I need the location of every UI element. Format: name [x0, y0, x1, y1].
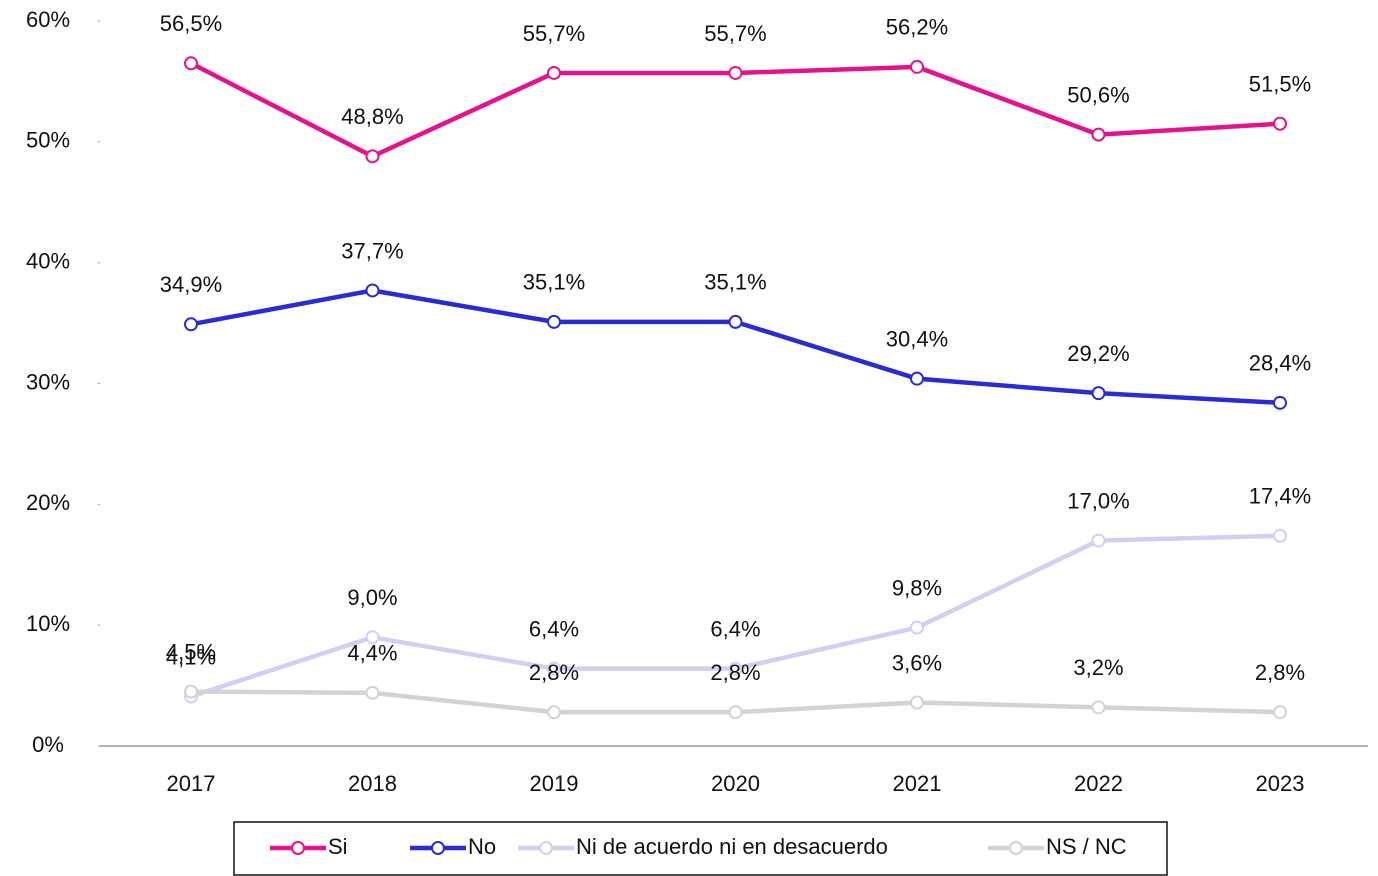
- data-label: 28,4%: [1249, 351, 1311, 376]
- data-point: [728, 65, 743, 80]
- data-point: [1091, 386, 1106, 401]
- data-label: 34,9%: [160, 272, 222, 297]
- data-point: [547, 661, 561, 676]
- x-tick-label: 2023: [1256, 771, 1305, 796]
- x-tick-label: 2017: [167, 771, 216, 796]
- data-point: [910, 620, 924, 635]
- data-label: 4,4%: [347, 641, 397, 666]
- data-label: 17,4%: [1249, 484, 1311, 509]
- data-label: 3,2%: [1073, 655, 1123, 680]
- data-label: 55,7%: [704, 21, 766, 46]
- data-label: 6,4%: [529, 616, 579, 641]
- legend-marker: [291, 841, 305, 855]
- legend-label: NS / NC: [1046, 834, 1127, 859]
- data-label: 35,1%: [704, 270, 766, 295]
- data-label: 4,5%: [166, 639, 216, 664]
- data-point: [184, 317, 198, 332]
- data-point: [547, 65, 561, 80]
- data-point: [365, 630, 380, 645]
- data-label: 55,7%: [523, 21, 585, 46]
- y-tick-label: 30%: [26, 369, 70, 394]
- data-label: 51,5%: [1249, 72, 1311, 97]
- x-tick-label: 2022: [1074, 771, 1123, 796]
- data-point: [728, 661, 743, 676]
- data-label: 2,8%: [710, 660, 760, 685]
- y-tick-label: 20%: [26, 490, 70, 515]
- data-label: 4,1%: [166, 644, 216, 669]
- data-label: 3,6%: [892, 650, 942, 675]
- data-point: [547, 705, 561, 720]
- data-label: 17,0%: [1067, 488, 1129, 513]
- data-label: 30,4%: [886, 326, 948, 351]
- data-label: 9,8%: [892, 575, 942, 600]
- legend-marker: [539, 841, 553, 855]
- y-tick-label: 60%: [26, 7, 70, 32]
- data-point: [1091, 533, 1106, 548]
- data-point: [1091, 700, 1106, 715]
- y-tick-label: 0%: [32, 732, 64, 757]
- data-point: [365, 283, 380, 298]
- data-point: [1091, 127, 1106, 142]
- data-label: 6,4%: [710, 616, 760, 641]
- data-point: [728, 314, 743, 329]
- data-label: 2,8%: [529, 660, 579, 685]
- legend-label: Si: [328, 834, 348, 859]
- data-point: [1273, 395, 1287, 410]
- data-point: [910, 371, 924, 386]
- legend-label: Ni de acuerdo ni en desacuerdo: [576, 834, 888, 859]
- data-point: [1273, 528, 1287, 543]
- data-label: 35,1%: [523, 270, 585, 295]
- legend-marker: [431, 841, 445, 855]
- data-point: [365, 149, 380, 164]
- data-point: [184, 684, 198, 699]
- y-tick-label: 10%: [26, 611, 70, 636]
- data-label: 56,5%: [160, 11, 222, 36]
- legend-label: No: [468, 834, 496, 859]
- data-point: [365, 685, 380, 700]
- data-point: [1273, 705, 1287, 720]
- data-label: 50,6%: [1067, 82, 1129, 107]
- data-point: [728, 705, 743, 720]
- data-point: [547, 314, 561, 329]
- data-label: 2,8%: [1255, 660, 1305, 685]
- y-tick-label: 50%: [26, 128, 70, 153]
- y-tick-label: 40%: [26, 248, 70, 273]
- legend-marker: [1009, 841, 1023, 855]
- x-tick-label: 2021: [893, 771, 942, 796]
- x-tick-label: 2019: [530, 771, 579, 796]
- data-label: 56,2%: [886, 15, 948, 40]
- data-point: [910, 695, 924, 710]
- data-label: 29,2%: [1067, 341, 1129, 366]
- data-label: 37,7%: [341, 238, 403, 263]
- x-tick-label: 2020: [711, 771, 760, 796]
- data-point: [1273, 116, 1287, 131]
- data-label: 48,8%: [341, 104, 403, 129]
- data-point: [910, 59, 924, 74]
- data-label: 9,0%: [347, 585, 397, 610]
- data-point: [184, 56, 198, 71]
- x-tick-label: 2018: [348, 771, 397, 796]
